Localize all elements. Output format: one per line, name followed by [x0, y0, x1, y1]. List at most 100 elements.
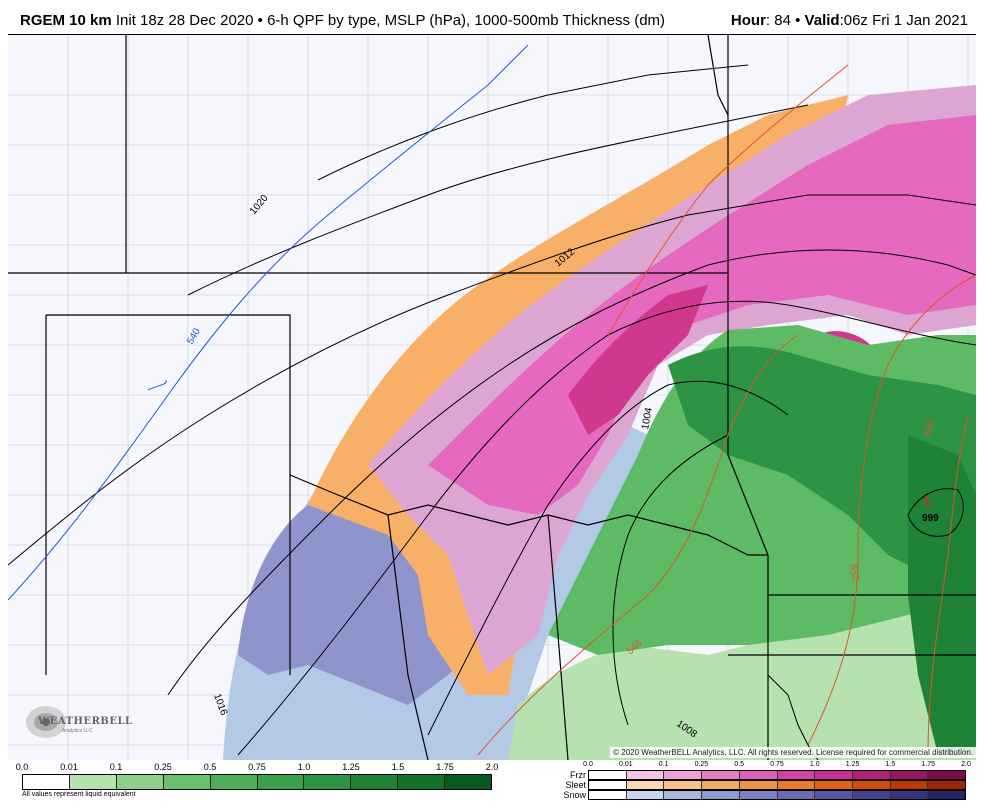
logo-swirl-icon: [26, 706, 66, 738]
state-borders: [8, 35, 976, 760]
rain-legend-swatch: [398, 775, 446, 789]
isobar-label: 1004: [640, 406, 655, 430]
rain-legend-swatch: [445, 775, 492, 789]
legend-note: All values represent liquid equivalent: [22, 791, 136, 798]
rain-light-area: [508, 595, 976, 760]
mix-legend-ticks: 0.0 0.01 0.1 0.25 0.5 0.75 1.0 1.25 1.5 …: [583, 761, 971, 770]
sleet-legend-swatch: [739, 781, 778, 789]
snow-legend-swatch: [739, 791, 778, 799]
rain-legend-swatch: [210, 775, 258, 789]
frzr-mid-area: [428, 115, 976, 515]
frzr-dark-area: [568, 285, 708, 435]
hour-value: : 84: [765, 12, 791, 29]
thickness-cold: [8, 44, 529, 601]
rain-legend-swatch: [23, 775, 70, 789]
mix-tick: 1.75: [921, 761, 935, 768]
thickness-label: 552: [847, 564, 861, 583]
map-canvas: 1020 1012 1016 1008 1004 999 540 546 552…: [8, 35, 976, 760]
mix-tick: 2.0: [961, 761, 971, 768]
rain-legend-swatch: [116, 775, 164, 789]
frzr-legend-swatch: [815, 771, 853, 779]
rain-legend-ticks: 0.0 0.01 0.1 0.25 0.5 0.75 1.0 1.25 1.5 …: [16, 762, 499, 774]
rain-dark-area: [668, 346, 976, 575]
rain-tick: 0.75: [248, 762, 266, 772]
title-right: Hour: 84 • Valid:06z Fri 1 Jan 2021: [731, 12, 968, 29]
init-time: Init 18z 28 Dec 2020: [115, 12, 254, 29]
snow-legend-swatch: [815, 791, 853, 799]
snow-legend-swatch: [928, 791, 966, 799]
frzr-legend-swatch: [626, 771, 665, 779]
isobar-label: 1020: [248, 192, 271, 216]
snow-label: Snow: [563, 790, 586, 800]
rain-tick: 0.25: [154, 762, 172, 772]
model-name: RGEM 10 km: [20, 12, 112, 29]
mix-tick: 0.5: [734, 761, 745, 768]
low-pressure-value: 999: [922, 513, 939, 524]
mix-tick: 1.25: [845, 761, 860, 768]
frzr-legend-swatch: [739, 771, 778, 779]
snow-legend-swatch: [702, 791, 740, 799]
sleet-legend-swatch: [626, 781, 665, 789]
title-separator-2: •: [795, 12, 801, 29]
sleet-legend-swatch: [702, 781, 740, 789]
frzr-legend-swatch: [928, 771, 966, 779]
sleet-legend-swatch: [664, 781, 703, 789]
mix-tick: 0.1: [658, 761, 669, 768]
rain-legend-swatch: [69, 775, 117, 789]
rain-tick: 1.5: [391, 762, 405, 772]
low-pressure-symbol: L: [924, 492, 933, 508]
frzr-color-bar: [588, 770, 966, 780]
sleet-legend-swatch: [777, 781, 816, 789]
frzr-legend-swatch: [664, 771, 703, 779]
snow-legend-swatch: [777, 791, 816, 799]
mix-tick: 0.25: [694, 761, 709, 768]
snow-legend-swatch: [589, 791, 627, 799]
frzr-legend-swatch: [890, 771, 929, 779]
snow-color-bar: [588, 790, 966, 800]
weather-map[interactable]: 1020 1012 1016 1008 1004 999 540 546 552…: [8, 34, 976, 760]
snow-legend-swatch: [626, 791, 665, 799]
rain-tick: 1.0: [297, 762, 311, 772]
rain-tick: 0.0: [15, 762, 29, 772]
snow-legend-swatch: [890, 791, 929, 799]
sleet-legend-swatch: [928, 781, 966, 789]
sleet-legend-swatch: [852, 781, 891, 789]
sleet-legend-swatch: [815, 781, 853, 789]
frzr-legend-swatch: [702, 771, 740, 779]
sleet-legend-swatch: [589, 781, 627, 789]
sleet-legend-row: Sleet: [554, 780, 974, 790]
copyright-notice: © 2020 WeatherBELL Analytics, LLC. All r…: [610, 747, 976, 758]
rain-color-bar: [22, 774, 492, 790]
logo-text: WEATHERBELL: [38, 716, 133, 727]
mix-tick: 1.5: [885, 761, 896, 768]
mix-tick: 1.0: [809, 761, 820, 768]
rain-legend-swatch: [304, 775, 352, 789]
rain-legend-swatch: [163, 775, 211, 789]
mix-legend: 0.0 0.01 0.1 0.25 0.5 0.75 1.0 1.25 1.5 …: [554, 761, 974, 800]
rain-tick: 1.25: [342, 762, 360, 772]
sleet-label: Sleet: [565, 780, 586, 790]
thickness-label: 540: [922, 418, 937, 437]
sleet-color-bar: [588, 780, 966, 790]
rain-tick: 0.01: [60, 762, 78, 772]
rain-legend-swatch: [351, 775, 399, 789]
product-description: 6-h QPF by type, MSLP (hPa), 1000-500mb …: [267, 12, 666, 29]
snow-legend-row: Snow: [554, 790, 974, 800]
rain-tick: 1.75: [436, 762, 454, 772]
rain-legend-swatch: [257, 775, 305, 789]
header-bar: RGEM 10 km Init 18z 28 Dec 2020 • 6-h QP…: [0, 0, 984, 34]
frzr-legend-swatch: [852, 771, 891, 779]
rain-legend: 0.0 0.01 0.1 0.25 0.5 0.75 1.0 1.25 1.5 …: [16, 762, 499, 798]
valid-label: Valid: [804, 12, 840, 29]
sleet-legend-swatch: [890, 781, 929, 789]
frzr-legend-swatch: [777, 771, 816, 779]
snow-legend-swatch: [852, 791, 891, 799]
title-left: RGEM 10 km Init 18z 28 Dec 2020 • 6-h QP…: [20, 12, 665, 29]
weatherbell-logo: WEATHERBELL Analytics LLC: [22, 700, 132, 746]
rain-tick: 0.1: [109, 762, 123, 772]
frzr-label: Frzr: [570, 770, 586, 780]
hour-label: Hour: [730, 12, 766, 29]
rain-tick: 0.5: [203, 762, 217, 772]
valid-value: :06z Fri 1 Jan 2021: [839, 12, 968, 29]
isobar-label: 1016: [211, 692, 229, 717]
